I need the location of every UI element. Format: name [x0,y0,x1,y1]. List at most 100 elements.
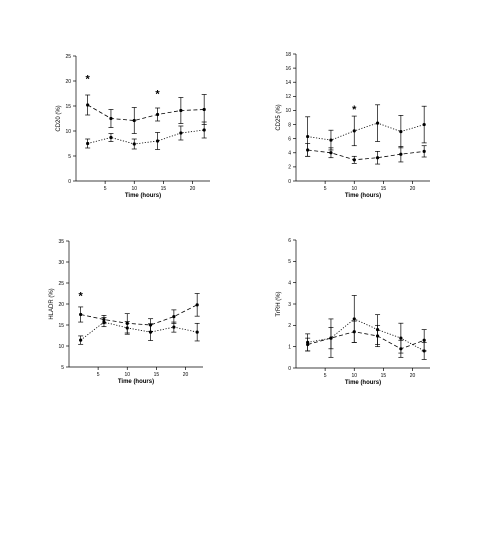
x-tick-label: 10 [124,372,130,378]
x-axis-title: Time (hours) [345,380,381,386]
data-point [195,330,199,334]
data-point [329,336,333,340]
data-point [399,347,403,351]
data-point [79,312,83,317]
data-point [155,139,160,143]
data-point [132,142,136,146]
y-tick-label: 2 [288,165,291,171]
x-tick-label: 10 [351,373,357,379]
y-axis-title: CD20 (%) [56,105,62,131]
data-point [155,112,160,117]
data-point [306,148,310,152]
y-axis-title: CD25 (%) [276,104,282,130]
data-point [422,338,426,342]
data-point [179,108,183,113]
y-tick-label: 6 [288,238,291,244]
x-tick-label: 10 [351,186,357,192]
series-line-dotted [80,321,198,341]
x-tick-label: 15 [381,373,387,379]
data-point [172,325,176,329]
series-line-dotted [87,129,205,145]
y-tick-label: 20 [65,79,71,85]
y-tick-label: 2 [288,323,291,329]
y-tick-label: 6 [288,136,291,142]
y-tick-label: 0 [288,366,291,372]
y-axis-title: HLADR (%) [49,288,55,319]
x-tick-label: 15 [161,186,167,192]
data-point [352,129,356,133]
y-tick-label: 15 [58,323,64,329]
y-tick-label: 14 [285,80,291,86]
data-point [102,320,106,324]
series-line-dashed [307,149,425,161]
data-point [306,134,310,139]
y-tick-label: 5 [61,365,64,371]
data-point [86,141,90,146]
data-point [109,135,113,140]
y-tick-label: 4 [288,151,291,157]
y-tick-label: 5 [68,154,71,160]
x-tick-label: 20 [410,373,416,379]
data-point [79,338,83,342]
cd20-panel: 0 5 10 15 20 25 5 10 15 20 Time (hours) CD20 (%) * * [56,54,210,199]
series-line-dashed [87,104,205,121]
data-point [352,317,356,321]
data-point [202,128,206,132]
x-tick-label: 20 [410,186,416,192]
significance-star: * [352,104,357,116]
y-tick-label: 15 [65,104,71,110]
data-point [399,130,403,134]
series-line-dashed [80,304,198,326]
y-tick-label: 4 [288,280,291,286]
x-axis-title: Time (hours) [345,193,381,199]
hladr-panel: 5 10 15 20 25 30 35 5 10 15 20 Time (hours) HLADR (%… [49,239,203,385]
data-point [132,118,136,123]
significance-star: * [155,89,160,101]
data-point [422,122,426,127]
data-point [375,334,380,338]
significance-star: * [86,74,91,86]
x-tick-label: 5 [97,372,100,378]
data-point [86,103,90,107]
x-axis-title: Time (hours) [118,379,154,385]
y-tick-label: 35 [58,239,64,245]
y-tick-label: 25 [65,54,71,60]
y-tick-label: 10 [65,129,71,135]
cd25-panel: 0 2 4 6 8 10 12 14 16 18 5 10 15 20 Time (hours) CD25 (… [276,52,430,199]
data-point [352,158,356,162]
x-tick-label: 15 [154,372,160,378]
data-point [306,342,310,347]
x-tick-label: 10 [131,186,137,192]
x-axis-title: Time (hours) [125,193,161,199]
y-tick-label: 5 [288,259,291,265]
y-tick-label: 25 [58,281,64,287]
y-tick-label: 0 [288,179,291,185]
x-tick-label: 5 [324,186,327,192]
y-tick-label: 30 [58,260,64,266]
data-point [329,138,333,142]
data-point [125,326,129,330]
data-point [109,116,113,121]
y-tick-label: 12 [285,94,291,100]
data-point [399,336,403,340]
data-point [375,156,380,160]
trrh-panel: 0 1 2 3 4 5 6 5 10 15 20 Time (hours) TrRH (%) [276,238,430,386]
y-tick-label: 1 [288,344,291,350]
y-tick-label: 16 [285,66,291,72]
series-line-dashed [307,331,425,350]
data-point [399,152,403,156]
data-point [422,149,426,153]
data-point [202,107,206,112]
x-tick-label: 5 [324,373,327,379]
data-point [352,330,356,334]
y-axis-title: TrRH (%) [276,291,282,316]
y-tick-label: 3 [288,302,291,308]
y-tick-label: 10 [285,108,291,114]
y-tick-label: 10 [58,344,64,350]
y-tick-label: 18 [285,52,291,58]
data-point [375,121,380,125]
series-line-dotted [307,318,425,352]
y-tick-label: 0 [68,179,71,185]
y-tick-label: 20 [58,302,64,308]
x-tick-label: 20 [183,372,189,378]
